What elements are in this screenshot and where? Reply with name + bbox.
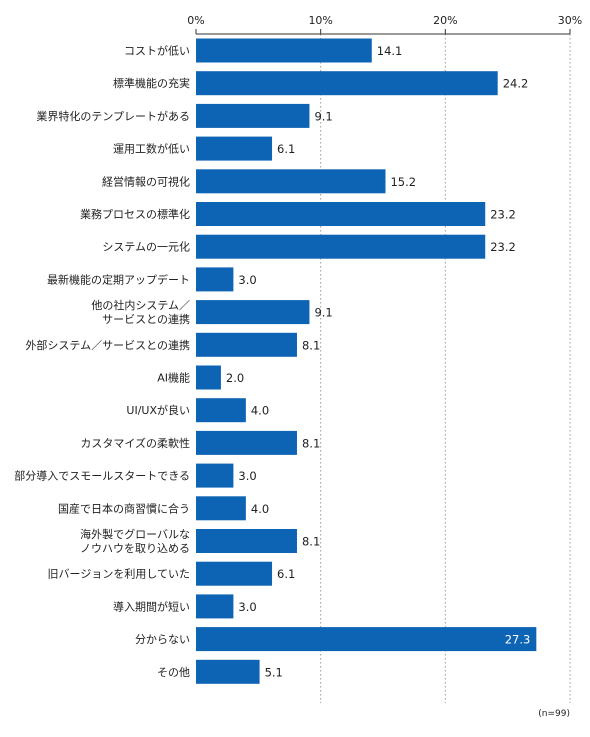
bar xyxy=(196,136,273,161)
data-label: 23.2 xyxy=(490,240,516,254)
category-label-line: 国産で日本の商習慣に合う xyxy=(58,501,190,515)
bar xyxy=(196,430,297,455)
x-tick-label: 0% xyxy=(187,14,204,27)
category-label-line: 外部システム／サービスとの連携 xyxy=(25,338,190,352)
category-label: 国産で日本の商習慣に合う xyxy=(58,501,190,515)
data-label: 3.0 xyxy=(238,600,256,614)
category-label: 海外製でグローバルなノウハウを取り込める xyxy=(80,527,190,555)
data-label: 8.1 xyxy=(302,338,320,352)
category-label: カスタマイズの柔軟性 xyxy=(80,436,190,450)
data-label: 14.1 xyxy=(377,44,403,58)
bar xyxy=(196,561,273,586)
category-label-line: 海外製でグローバルな xyxy=(80,527,190,541)
category-label: その他 xyxy=(157,666,190,679)
category-label: 業界特化のテンプレートがある xyxy=(36,109,190,123)
data-label: 4.0 xyxy=(251,404,269,418)
category-label: 導入期間が短い xyxy=(113,599,190,613)
bar xyxy=(196,38,372,63)
category-label-line: サービスとの連携 xyxy=(102,312,190,326)
data-label: 27.3 xyxy=(505,633,531,647)
category-label-line: 標準機能の充実 xyxy=(113,76,190,90)
bar xyxy=(196,202,486,226)
bar xyxy=(196,71,498,96)
category-label: システムの一元化 xyxy=(102,240,190,254)
category-label-line: AI機能 xyxy=(157,371,190,385)
category-label: UI/UXが良い xyxy=(126,403,190,417)
category-label-line: 分からない xyxy=(135,633,190,646)
data-label: 3.0 xyxy=(238,273,256,287)
x-tick-label: 20% xyxy=(433,14,457,27)
category-label-line: 部分導入でスモールスタートできる xyxy=(14,469,190,483)
data-label: 4.0 xyxy=(251,502,269,516)
bar xyxy=(196,529,297,553)
category-label-line: 導入期間が短い xyxy=(113,599,190,613)
category-label: 運用工数が低い xyxy=(113,142,190,156)
category-label-line: カスタマイズの柔軟性 xyxy=(80,436,190,450)
data-label: 6.1 xyxy=(277,567,295,581)
bar xyxy=(196,365,221,390)
category-label-line: 業務プロセスの標準化 xyxy=(80,207,190,221)
category-label: 外部システム／サービスとの連携 xyxy=(25,338,190,352)
bar xyxy=(196,103,310,128)
bar xyxy=(196,169,386,194)
bar xyxy=(196,300,310,325)
bar xyxy=(196,627,537,652)
category-label: 分からない xyxy=(135,633,190,646)
data-label: 15.2 xyxy=(390,175,416,189)
data-label: 6.1 xyxy=(277,142,295,156)
data-label: 24.2 xyxy=(503,77,529,91)
category-label-line: 業界特化のテンプレートがある xyxy=(36,109,190,123)
category-label-line: システムの一元化 xyxy=(102,240,190,254)
bar xyxy=(196,332,297,357)
category-label: 経営情報の可視化 xyxy=(102,174,190,188)
category-label: コストが低い xyxy=(124,44,190,58)
category-label: 旧バージョンを利用していた xyxy=(48,568,190,581)
data-label: 8.1 xyxy=(302,436,320,450)
category-label: 他の社内システム／サービスとの連携 xyxy=(91,298,190,326)
data-label: 3.0 xyxy=(238,469,256,483)
category-label: 業務プロセスの標準化 xyxy=(80,207,190,221)
data-label: 9.1 xyxy=(314,109,332,123)
category-label-line: 経営情報の可視化 xyxy=(102,174,190,188)
category-label: 標準機能の充実 xyxy=(113,76,190,90)
category-label-line: コストが低い xyxy=(124,44,190,58)
category-label-line: 最新機能の定期アップデート xyxy=(47,272,190,286)
data-label: 5.1 xyxy=(265,665,283,679)
bar xyxy=(196,398,246,423)
category-label: 最新機能の定期アップデート xyxy=(47,272,190,286)
data-label: 23.2 xyxy=(490,208,516,222)
category-label: 部分導入でスモールスタートできる xyxy=(14,469,190,483)
data-label: 9.1 xyxy=(314,306,332,320)
category-label-line: その他 xyxy=(157,666,190,679)
data-label: 2.0 xyxy=(226,371,244,385)
data-label: 8.1 xyxy=(302,535,320,549)
category-label-line: ノウハウを取り込める xyxy=(80,542,190,555)
bar xyxy=(196,234,486,259)
category-label-line: UI/UXが良い xyxy=(126,403,190,417)
bar xyxy=(196,267,234,292)
x-tick-label: 30% xyxy=(558,14,582,27)
category-label-line: 他の社内システム／ xyxy=(91,298,190,312)
sample-size-note: (n=99) xyxy=(538,709,570,719)
category-label-line: 運用工数が低い xyxy=(113,142,190,156)
bar xyxy=(196,594,234,619)
bar xyxy=(196,496,246,521)
bar xyxy=(196,463,234,488)
x-tick-label: 10% xyxy=(308,14,332,27)
bar xyxy=(196,659,260,684)
category-label-line: 旧バージョンを利用していた xyxy=(48,568,190,581)
category-label: AI機能 xyxy=(157,371,190,385)
